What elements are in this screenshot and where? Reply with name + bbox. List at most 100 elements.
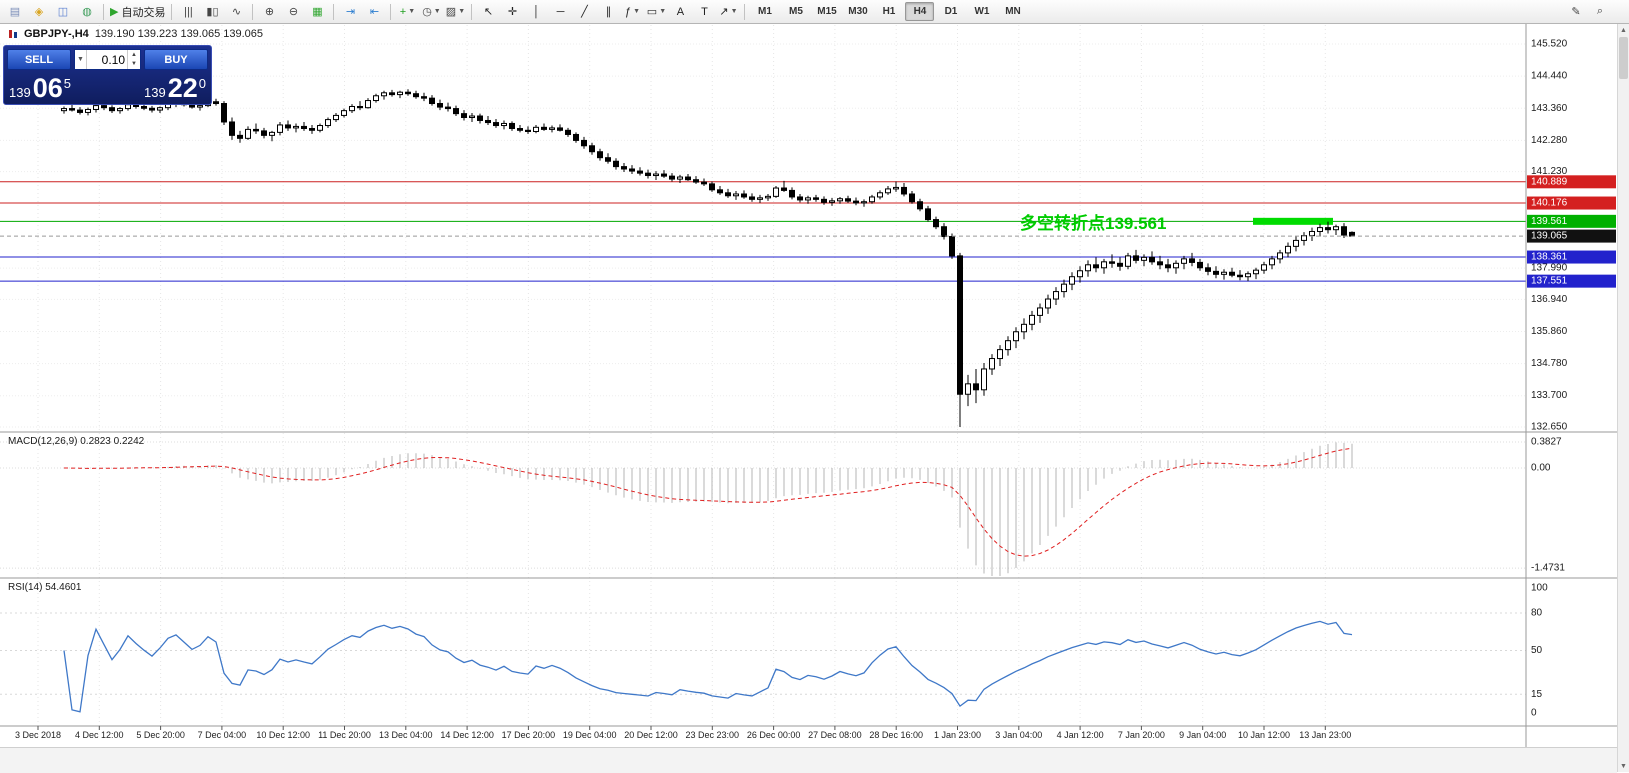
macd-histogram	[71, 442, 1353, 576]
svg-text:50: 50	[1531, 645, 1543, 656]
vertical-line-icon[interactable]: │	[533, 5, 540, 18]
chart-shift-icon[interactable]: ⇤	[369, 6, 380, 18]
bottom-strip	[0, 747, 1617, 773]
svg-text:9 Jan 04:00: 9 Jan 04:00	[1179, 730, 1226, 740]
zoom-out-icon[interactable]: ⊖	[288, 6, 299, 18]
lot-size-value[interactable]: 0.10	[101, 52, 125, 67]
svg-text:19 Dec 04:00: 19 Dec 04:00	[563, 730, 617, 740]
timeframe-d1[interactable]: D1	[944, 6, 958, 17]
svg-text:143.360: 143.360	[1531, 103, 1568, 114]
timeframe-h4[interactable]: H4	[905, 2, 935, 21]
ohlc-values: 139.190 139.223 139.065 139.065	[94, 28, 264, 40]
svg-text:80: 80	[1531, 608, 1543, 619]
svg-text:20 Dec 12:00: 20 Dec 12:00	[624, 730, 678, 740]
shapes-icon[interactable]: ▭ ▼	[646, 6, 667, 18]
svg-text:137.551: 137.551	[1531, 276, 1568, 287]
svg-text:0.00: 0.00	[1531, 463, 1551, 474]
auto-trading-button[interactable]: ▶ 自动交易	[110, 6, 166, 19]
text-label-icon[interactable]: T	[701, 5, 708, 18]
rsi-line	[63, 620, 1353, 713]
svg-text:137.990: 137.990	[1531, 263, 1568, 274]
sell-price-sup: 5	[63, 76, 71, 91]
svg-text:0: 0	[1531, 708, 1537, 719]
timeframe-m1[interactable]: M1	[758, 6, 772, 17]
svg-text:7 Jan 20:00: 7 Jan 20:00	[1118, 730, 1165, 740]
metaeditor-icon[interactable]: ◈	[34, 6, 44, 18]
lot-size-field[interactable]: ▼ 0.10 ▲ ▼	[74, 49, 141, 70]
lot-stepper[interactable]: ▲ ▼	[127, 50, 140, 69]
new-order-icon[interactable]: ▤	[9, 6, 21, 18]
bar-chart-icon[interactable]: |||	[184, 5, 193, 18]
time-axis[interactable]: 3 Dec 2018 4 Dec 12:00 5 Dec 20:00 7 Dec 04…	[15, 726, 1351, 740]
rsi-indicator-label: RSI(14) 54.4601	[8, 582, 82, 593]
svg-text:4 Jan 12:00: 4 Jan 12:00	[1057, 730, 1104, 740]
market-watch-icon[interactable]: ◍	[82, 6, 92, 18]
svg-text:0.3827: 0.3827	[1531, 436, 1562, 447]
line-chart-icon[interactable]: ∿	[231, 6, 242, 18]
svg-text:136.940: 136.940	[1531, 294, 1568, 305]
vertical-scrollbar[interactable]: ▲ ▼	[1617, 24, 1629, 772]
sell-button[interactable]: SELL	[7, 49, 71, 70]
svg-text:140.889: 140.889	[1531, 176, 1568, 187]
toolbar: ▤ ◈ ◫ ◍ ▶ 自动交易 ||| ▮▯ ∿ ⊕ ⊖ ▦ ⇥ ⇤ + ▼ ◷ ▼ ▨ ▼ ↖ ✛ │ ─ ╱ ∥ ƒ ▼ ▭ ▼ A T ↗ ▼…	[0, 0, 1629, 24]
sell-price[interactable]: 139 06 5	[9, 75, 71, 102]
scroll-up-icon[interactable]: ▲	[1620, 26, 1627, 34]
svg-text:132.650: 132.650	[1531, 421, 1568, 432]
one-click-trading-panel: SELL ▼ 0.10 ▲ ▼ BUY 139 06 5 139 22 0	[3, 45, 212, 105]
timeframe-m30[interactable]: M30	[848, 6, 868, 17]
terminal-icon[interactable]: ◫	[57, 6, 69, 18]
arrows-icon[interactable]: ↗ ▼	[719, 6, 738, 18]
svg-text:27 Dec 08:00: 27 Dec 08:00	[808, 730, 862, 740]
equidistant-channel-icon[interactable]: ∥	[605, 6, 612, 18]
candlestick-chart-icon[interactable]: ▮▯	[206, 6, 219, 18]
trendline-icon[interactable]: ╱	[581, 6, 588, 18]
periods-icon[interactable]: ◷ ▼	[422, 6, 441, 18]
buy-button[interactable]: BUY	[144, 49, 208, 70]
svg-text:3 Dec 2018: 3 Dec 2018	[15, 730, 61, 740]
svg-text:5 Dec 20:00: 5 Dec 20:00	[136, 730, 185, 740]
indicators-icon[interactable]: + ▼	[399, 5, 416, 18]
svg-text:3 Jan 04:00: 3 Jan 04:00	[995, 730, 1042, 740]
price-axis[interactable]: 145.520 144.440 143.360 142.280 141.230 137.9…	[1527, 39, 1616, 719]
text-icon[interactable]: A	[676, 5, 685, 18]
edit-pencil-icon[interactable]: ✎	[1571, 6, 1581, 18]
svg-text:1 Jan 23:00: 1 Jan 23:00	[934, 730, 981, 740]
lot-up-icon[interactable]: ▲	[131, 51, 137, 58]
horizontal-line-icon[interactable]: ─	[556, 5, 565, 18]
fibonacci-icon[interactable]: ƒ ▼	[624, 5, 640, 18]
search-magnifier-icon[interactable]: ⌕	[1596, 5, 1604, 17]
timeframe-h1[interactable]: H1	[882, 6, 896, 17]
timeframe-mn[interactable]: MN	[1005, 6, 1021, 17]
macd-signal-line	[63, 447, 1353, 557]
buy-price[interactable]: 139 22 0	[144, 75, 206, 102]
cursor-icon[interactable]: ↖	[483, 6, 494, 18]
svg-text:28 Dec 16:00: 28 Dec 16:00	[869, 730, 923, 740]
timeframe-m15[interactable]: M15	[817, 6, 837, 17]
svg-text:7 Dec 04:00: 7 Dec 04:00	[198, 730, 247, 740]
chart-title: GBPJPY-,H4 139.190 139.223 139.065 139.0…	[8, 28, 263, 40]
timeframe-m5[interactable]: M5	[789, 6, 803, 17]
lot-down-icon[interactable]: ▼	[131, 61, 137, 68]
crosshair-icon[interactable]: ✛	[507, 6, 518, 18]
turning-point-annotation: 多空转折点139.561	[1020, 214, 1167, 233]
auto-scroll-icon[interactable]: ⇥	[345, 6, 356, 18]
tile-windows-icon[interactable]: ▦	[312, 6, 323, 18]
svg-text:133.700: 133.700	[1531, 390, 1568, 401]
svg-text:14 Dec 12:00: 14 Dec 12:00	[440, 730, 494, 740]
svg-text:100: 100	[1531, 583, 1548, 594]
scrollbar-thumb[interactable]	[1619, 37, 1628, 79]
svg-text:144.440: 144.440	[1531, 71, 1568, 82]
macd-indicator-label: MACD(12,26,9) 0.2823 0.2242	[8, 436, 145, 447]
svg-text:145.520: 145.520	[1531, 39, 1568, 50]
timeframe-w1[interactable]: W1	[974, 6, 990, 17]
lot-dropdown-icon[interactable]: ▼	[75, 50, 87, 69]
scroll-down-icon[interactable]: ▼	[1620, 762, 1627, 770]
gridlines	[0, 25, 1526, 726]
zoom-in-icon[interactable]: ⊕	[264, 6, 275, 18]
svg-text:13 Dec 04:00: 13 Dec 04:00	[379, 730, 433, 740]
svg-text:138.361: 138.361	[1531, 252, 1568, 263]
templates-icon[interactable]: ▨ ▼	[445, 6, 466, 18]
svg-text:135.860: 135.860	[1531, 326, 1568, 337]
svg-text:15: 15	[1531, 689, 1543, 700]
